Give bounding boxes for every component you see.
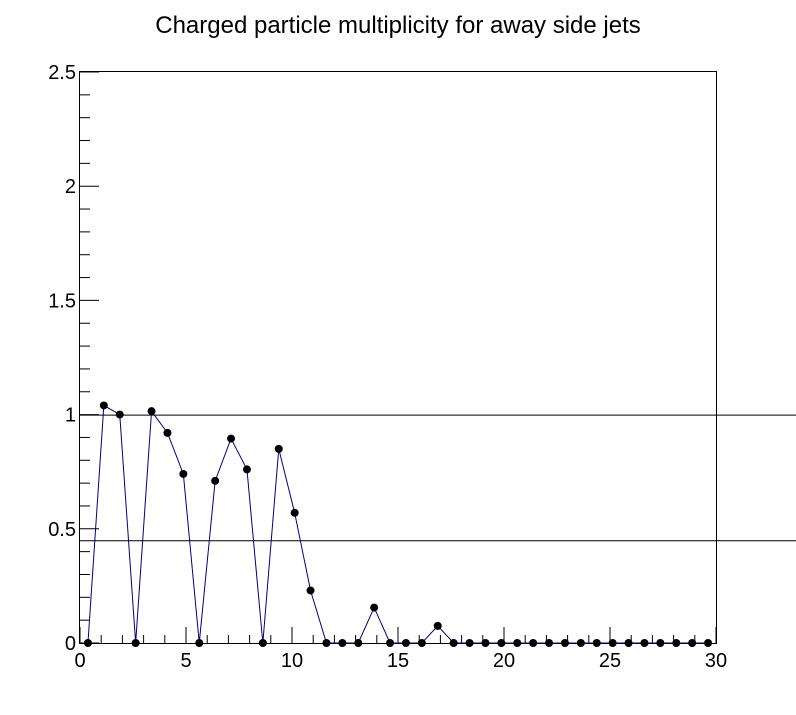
data-point	[83, 639, 92, 647]
data-point	[688, 639, 697, 647]
data-point	[258, 639, 267, 647]
data-point	[179, 469, 188, 478]
x-tick-label: 10	[281, 650, 303, 672]
x-axis: 0 5 10 15 20 25 30	[74, 627, 727, 672]
y-tick-label: 1	[65, 405, 76, 427]
data-point	[195, 639, 204, 647]
x-tick-label: 0	[74, 650, 85, 672]
data-point	[465, 639, 474, 647]
data-point	[386, 639, 395, 647]
data-point	[529, 639, 538, 647]
data-point	[274, 444, 283, 453]
x-tick-label: 15	[387, 650, 409, 672]
y-axis: 0 0.5 1 1.5 2 2.5	[48, 62, 99, 655]
y-tick-label: 0	[65, 633, 76, 655]
x-tick-label: 25	[599, 650, 621, 672]
x-tick-label: 5	[180, 650, 191, 672]
data-point	[513, 639, 522, 647]
data-point	[640, 639, 649, 647]
data-point	[242, 465, 251, 474]
data-point	[227, 434, 236, 443]
data-point	[545, 639, 554, 647]
data-point	[592, 639, 601, 647]
data-point	[211, 476, 220, 485]
chart-title: Charged particle multiplicity for away s…	[155, 12, 641, 39]
y-tick-label: 2.5	[48, 62, 76, 84]
data-point	[290, 508, 299, 517]
y-tick-label: 2	[65, 176, 76, 198]
data-point	[338, 639, 347, 647]
data-point	[99, 401, 108, 410]
data-point	[672, 639, 681, 647]
data-point	[131, 639, 140, 647]
data-point	[576, 639, 585, 647]
data-point	[449, 639, 458, 647]
reference-lines	[80, 414, 796, 542]
data-point	[417, 639, 426, 647]
data-point	[497, 639, 506, 647]
data-point	[608, 639, 617, 647]
data-point	[560, 639, 569, 647]
y-tick-label: 1.5	[48, 290, 76, 312]
series-points-group	[83, 401, 713, 647]
series-line-group	[87, 404, 709, 644]
x-tick-label: 30	[705, 650, 727, 672]
data-point	[147, 407, 156, 416]
data-point	[481, 639, 490, 647]
data-point	[401, 639, 410, 647]
x-tick-label: 20	[493, 650, 515, 672]
data-point	[163, 428, 172, 437]
data-point	[370, 603, 379, 612]
data-point	[115, 410, 124, 419]
plot-frame	[79, 71, 717, 644]
series-line-0	[87, 404, 709, 644]
data-point	[656, 639, 665, 647]
data-point	[624, 639, 633, 647]
data-point	[354, 639, 363, 647]
y-tick-label: 0.5	[48, 519, 76, 541]
data-point	[433, 621, 442, 630]
data-point	[306, 586, 315, 595]
data-point	[322, 639, 331, 647]
data-point	[704, 639, 713, 647]
